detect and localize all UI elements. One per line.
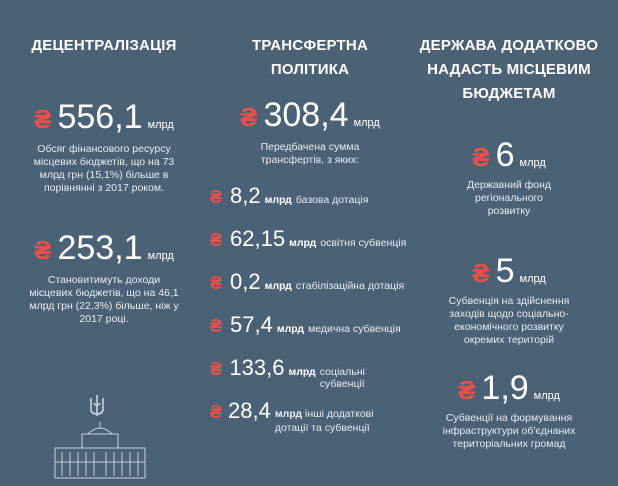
stat-value: 6 (495, 136, 515, 174)
stat-description: Передбачена сумма трансфертів, з яких: (260, 141, 360, 166)
trident-emblem-icon (90, 395, 104, 416)
item-value: 8,2 (230, 183, 261, 208)
transfer-title-line1: ТРАНСФЕРТНА (252, 37, 368, 54)
item-caption: млрд інші додаткові дотації та субвенції (275, 407, 410, 435)
state-title-line2: НАДАСТЬ МІСЦЕВИМ (427, 61, 591, 78)
item-label: стабілізаційна дотація (295, 280, 405, 292)
item-value: 0,2 (230, 269, 261, 294)
stat-value: 556,1 (57, 98, 143, 136)
hryvnia-icon: ₴ (210, 402, 223, 422)
hryvnia-icon: ₴ (210, 359, 223, 379)
hryvnia-icon: ₴ (458, 375, 476, 405)
stat-unit: млрд (353, 117, 380, 129)
stat-infrastructure-subvention: ₴ 1,9 млрд (414, 369, 604, 408)
stat-description: Становитимуть доходи місцевих бюджетів, … (29, 274, 179, 325)
state-title-line1: ДЕРЖАВА ДОДАТКОВО (419, 37, 599, 54)
stat-transfers-total: ₴ 308,4 млрд (210, 96, 410, 135)
stat-description: Обсяг фінансового ресурсу місцевих бюдже… (33, 143, 175, 194)
item-label: соціальні субвенції (319, 366, 365, 390)
item-value: 57,4 (230, 312, 273, 337)
item-unit: млрд (288, 366, 316, 378)
stat-local-budget-revenue: ₴ 253,1 млрд (14, 229, 194, 268)
transfer-title-line2: ПОЛІТИКА (270, 61, 350, 78)
stat-unit: млрд (533, 390, 560, 402)
decentralization-title: ДЕЦЕНТРАЛІЗАЦІЯ (31, 37, 177, 54)
transfer-title: ТРАНСФЕРТНА ПОЛІТИКА (210, 34, 410, 82)
stat-description: Субвенція на здійснення заходів щодо соц… (448, 295, 570, 346)
item-unit: млрд (289, 237, 317, 249)
item-label: базова дотація (295, 194, 369, 206)
stat-value: 253,1 (57, 229, 143, 267)
list-item: ₴ 133,6 млрд соціальні субвенції (210, 355, 410, 398)
item-unit: млрд (276, 323, 305, 335)
stat-value: 1,9 (481, 369, 529, 407)
hryvnia-icon: ₴ (210, 187, 223, 207)
stat-unit: млрд (147, 250, 174, 262)
item-unit: млрд (264, 194, 292, 206)
stat-value: 5 (495, 252, 515, 290)
hryvnia-icon: ₴ (34, 104, 52, 134)
stat-unit: млрд (519, 273, 546, 285)
item-unit: млрд (274, 408, 303, 420)
item-unit: млрд (264, 280, 292, 292)
item-label: освітня субвенція (320, 237, 407, 249)
list-item: ₴ 57,4 млрд медична субвенція (210, 312, 410, 355)
list-item: ₴ 62,15 млрд освітня субвенція (210, 226, 410, 269)
hryvnia-icon: ₴ (472, 258, 490, 288)
hryvnia-icon: ₴ (210, 273, 223, 293)
hryvnia-icon: ₴ (472, 142, 490, 172)
state-support-column: ДЕРЖАВА ДОДАТКОВО НАДАСТЬ МІСЦЕВИМ БЮДЖЕ… (414, 0, 604, 451)
hryvnia-icon: ₴ (210, 230, 223, 250)
stat-socio-economic-subvention: ₴ 5 млрд (414, 252, 604, 291)
hryvnia-icon: ₴ (210, 316, 223, 336)
stat-description: Субвенції на формування інфраструктури о… (442, 412, 576, 450)
stat-local-budget-resource: ₴ 556,1 млрд (14, 98, 194, 137)
item-value: 28,4 (228, 398, 271, 423)
stat-value: 308,4 (263, 96, 349, 134)
state-title: ДЕРЖАВА ДОДАТКОВО НАДАСТЬ МІСЦЕВИМ БЮДЖЕ… (414, 34, 604, 106)
stat-description: Державний фонд регіонального розвитку (466, 179, 552, 217)
list-item: ₴ 0,2 млрд стабілізаційна дотація (210, 269, 410, 312)
item-value: 62,15 (230, 226, 286, 251)
government-building-icon (54, 422, 146, 479)
stat-regional-fund: ₴ 6 млрд (414, 136, 604, 175)
transfer-items-list: ₴ 8,2 млрд базова дотація ₴ 62,15 млрд о… (210, 183, 410, 435)
decentralization-column: ДЕЦЕНТРАЛІЗАЦІЯ ₴ 556,1 млрд Обсяг фінан… (14, 0, 194, 326)
item-value: 133,6 (229, 355, 285, 380)
item-label: інші додаткові дотації та субвенції (274, 408, 374, 434)
transfer-policy-column: ТРАНСФЕРТНА ПОЛІТИКА ₴ 308,4 млрд Передб… (210, 0, 410, 435)
hryvnia-icon: ₴ (34, 235, 52, 265)
item-label: медична субвенція (308, 323, 401, 335)
list-item: ₴ 8,2 млрд базова дотація (210, 183, 410, 226)
state-title-line3: БЮДЖЕТАМ (462, 85, 556, 102)
list-item: ₴ 28,4 млрд інші додаткові дотації та су… (210, 398, 410, 435)
stat-unit: млрд (147, 119, 174, 131)
hryvnia-icon: ₴ (240, 102, 258, 132)
stat-unit: млрд (519, 157, 546, 169)
